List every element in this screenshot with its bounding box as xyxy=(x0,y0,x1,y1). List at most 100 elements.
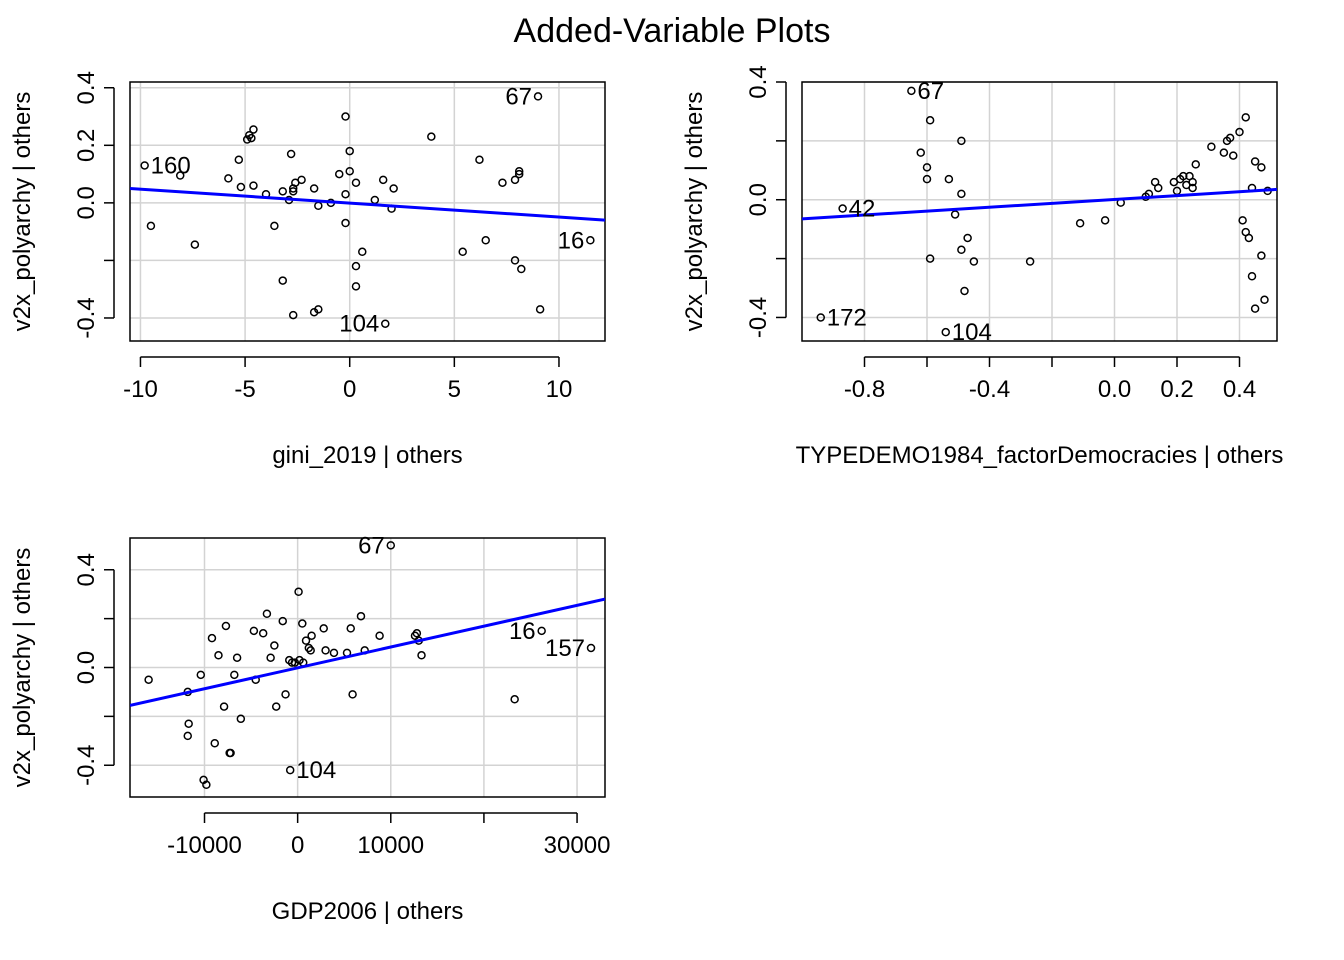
data-point xyxy=(210,738,220,748)
data-point xyxy=(281,690,290,699)
data-point xyxy=(1225,133,1235,143)
x-tick-label: -10 xyxy=(123,376,158,403)
data-point xyxy=(1244,233,1254,243)
data-point xyxy=(301,636,311,645)
data-point xyxy=(586,236,595,245)
data-point xyxy=(514,169,524,179)
data-point xyxy=(427,132,436,141)
data-point xyxy=(510,695,519,704)
data-point xyxy=(922,174,932,184)
data-point xyxy=(346,624,355,633)
data-point xyxy=(341,218,350,228)
data-point xyxy=(202,780,211,790)
x-tick-label: 5 xyxy=(448,376,461,403)
data-point xyxy=(1250,157,1260,166)
data-point xyxy=(207,633,217,643)
data-point xyxy=(345,146,354,156)
data-point xyxy=(356,611,366,621)
data-point xyxy=(963,233,972,243)
figure-title: Added-Variable Plots xyxy=(514,12,831,50)
data-point xyxy=(378,175,388,185)
data-point xyxy=(510,175,520,185)
data-point xyxy=(249,626,259,636)
data-point xyxy=(1250,304,1260,313)
data-point xyxy=(351,282,361,291)
y-tick-label: 0.4 xyxy=(745,65,772,98)
data-point xyxy=(196,670,206,680)
data-point xyxy=(190,240,200,249)
data-point xyxy=(1188,177,1197,187)
x-axis-title: TYPEDEMO1984_factorDemocracies | others xyxy=(796,442,1284,469)
data-point xyxy=(288,187,298,196)
data-point xyxy=(230,670,239,680)
data-point xyxy=(950,210,960,219)
point-label: 104 xyxy=(296,757,336,784)
regression-line xyxy=(130,597,605,707)
data-point xyxy=(247,133,256,143)
data-point xyxy=(345,166,354,176)
data-point xyxy=(287,658,297,667)
x-axis-title: GDP2006 | others xyxy=(272,898,464,925)
data-point xyxy=(285,765,295,775)
y-axis-title: v2x_polyarchy | others xyxy=(9,92,36,332)
data-point xyxy=(389,184,398,193)
data-point xyxy=(957,245,966,255)
panel-3: -10000 0 10000 30000 -0.4 0.0 0.4 GDP2006 | oth… xyxy=(9,532,610,925)
data-point xyxy=(1238,216,1247,225)
data-point xyxy=(1235,127,1244,137)
y-tick-label: 0.0 xyxy=(73,186,100,219)
y-axis-title: v2x_polyarchy | others xyxy=(681,92,708,332)
data-point xyxy=(270,221,279,231)
data-point xyxy=(270,641,279,650)
data-point xyxy=(1154,183,1163,193)
data-point xyxy=(221,621,231,631)
data-point xyxy=(969,257,979,266)
data-point xyxy=(266,653,275,662)
data-point xyxy=(535,305,545,314)
data-point xyxy=(278,187,288,196)
y-tick-label: 0.4 xyxy=(73,553,100,586)
data-point xyxy=(144,675,153,684)
data-point xyxy=(278,276,288,285)
data-point xyxy=(1075,219,1085,228)
data-point xyxy=(957,136,966,146)
data-point xyxy=(184,719,193,728)
data-point xyxy=(306,646,315,655)
data-point xyxy=(514,166,524,176)
data-point xyxy=(236,182,246,192)
data-point xyxy=(537,626,546,636)
data-point xyxy=(249,181,258,190)
data-point xyxy=(922,163,932,172)
data-point xyxy=(1241,113,1250,122)
data-point xyxy=(1219,148,1229,157)
data-point xyxy=(475,155,484,164)
point-label: 42 xyxy=(849,196,876,223)
data-point xyxy=(140,161,149,170)
data-point xyxy=(925,254,935,263)
plot-area xyxy=(130,541,605,790)
data-point xyxy=(458,247,467,257)
y-tick-label: -0.4 xyxy=(73,745,100,786)
data-point xyxy=(286,149,296,159)
data-point xyxy=(288,310,298,320)
data-point xyxy=(309,307,319,317)
x-tick-label: 10 xyxy=(546,376,573,403)
point-label: 67 xyxy=(358,532,385,559)
y-tick-label: -0.4 xyxy=(745,297,772,338)
x-tick-label: 0.2 xyxy=(1160,376,1193,403)
data-point xyxy=(1188,183,1197,193)
data-point xyxy=(481,236,490,245)
x-tick-label: 10000 xyxy=(357,832,424,859)
data-point xyxy=(341,189,350,199)
regression-line xyxy=(802,187,1277,221)
data-point xyxy=(417,651,426,660)
data-point xyxy=(335,169,344,179)
panel-2: -0.8 -0.4 0.0 0.2 0.4 -0.4 0.0 0.4 TYPEDEMO1984_… xyxy=(681,65,1283,469)
x-tick-label: -0.4 xyxy=(969,376,1010,403)
data-point xyxy=(957,189,966,199)
data-point xyxy=(1191,160,1200,169)
point-label: 157 xyxy=(545,635,585,662)
data-point xyxy=(1207,142,1216,151)
data-point xyxy=(941,327,950,337)
data-point xyxy=(183,731,192,741)
